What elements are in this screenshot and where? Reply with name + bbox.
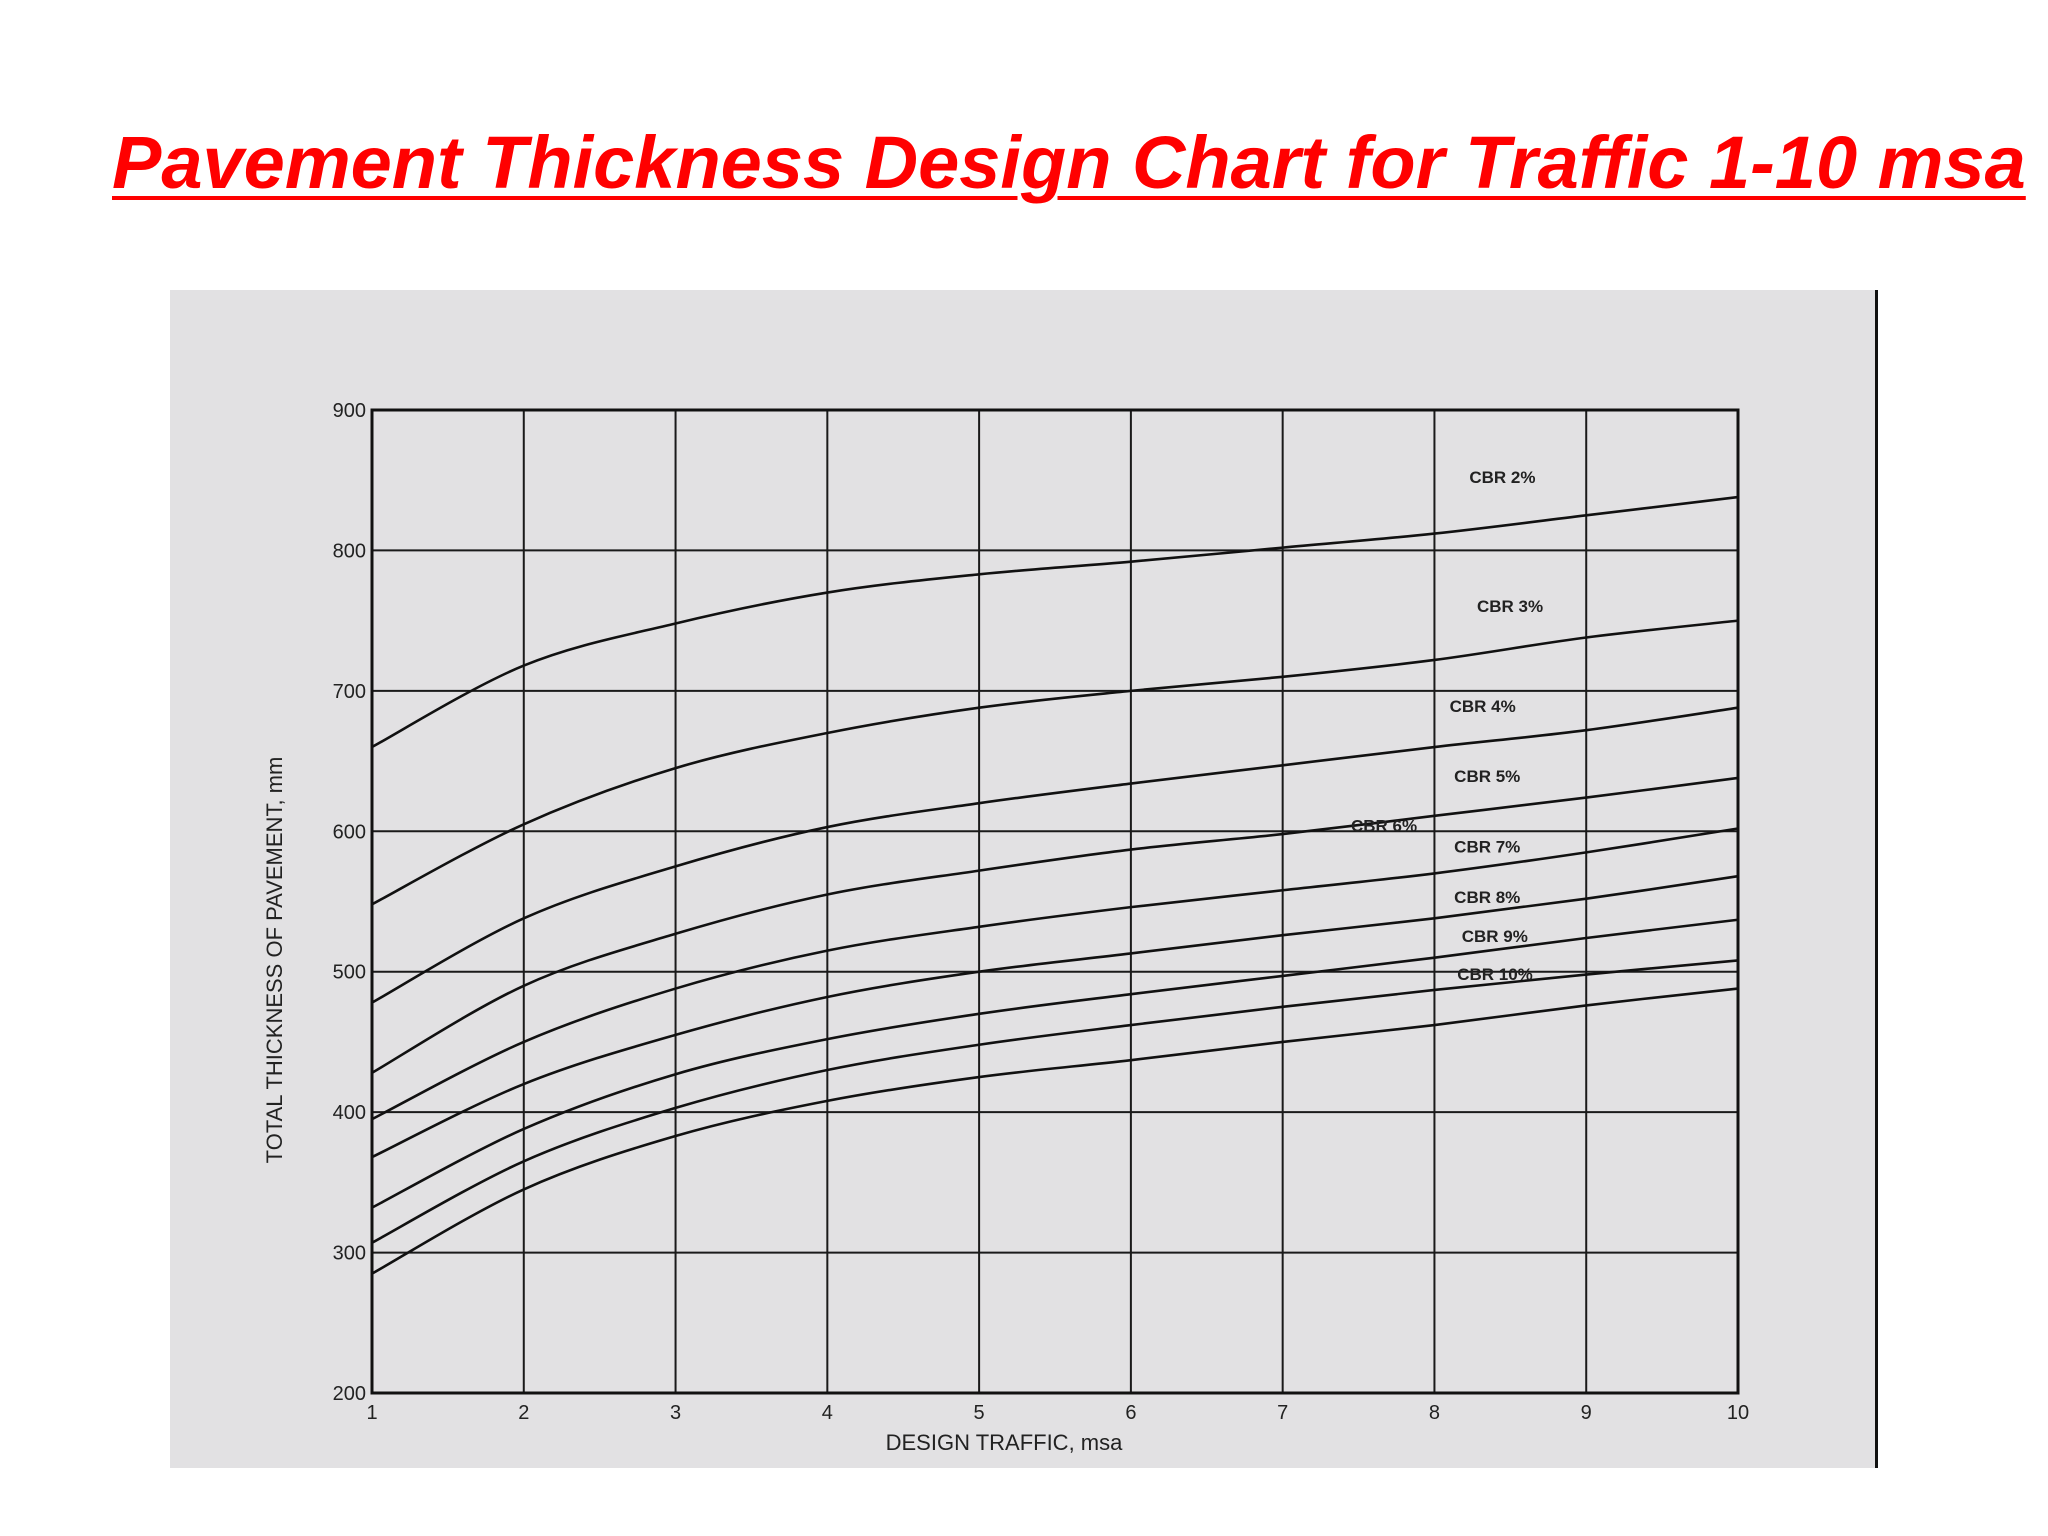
x-tick-label: 5 [974, 1402, 985, 1424]
curve-label: CBR 7% [1454, 837, 1520, 856]
x-tick-label: 2 [518, 1402, 529, 1424]
x-tick-label: 7 [1277, 1402, 1288, 1424]
cbr-curve-9 [371, 959, 1739, 1244]
x-axis-label: DESIGN TRAFFIC, msa [886, 1430, 1123, 1455]
y-tick-label: 500 [333, 962, 366, 984]
chart-panel [170, 290, 1876, 1468]
x-tick-label: 10 [1727, 1402, 1749, 1424]
cbr-curve-7 [371, 874, 1739, 1159]
y-tick-label: 300 [333, 1243, 366, 1265]
x-tick-label: 1 [366, 1402, 377, 1424]
cbr-curve-8 [371, 918, 1739, 1209]
x-tick-label: 3 [670, 1402, 681, 1424]
y-tick-label: 700 [333, 681, 366, 703]
curve-label: CBR 9% [1462, 927, 1528, 946]
cbr-curves [371, 495, 1739, 1275]
curve-label: CBR 6% [1351, 816, 1417, 835]
curve-label: CBR 5% [1454, 767, 1520, 786]
cbr-curve-3 [371, 619, 1739, 906]
x-tick-label: 6 [1125, 1402, 1136, 1424]
grid-lines [370, 408, 1740, 1395]
y-tick-label: 600 [333, 821, 366, 843]
cbr-curve-10 [371, 987, 1739, 1275]
plot-frame [370, 408, 1740, 1395]
cbr-curve-4 [371, 706, 1739, 1004]
cbr-curve-5 [371, 776, 1739, 1074]
x-tick-label: 4 [822, 1402, 833, 1424]
page-title: Pavement Thickness Design Chart for Traf… [112, 121, 2026, 204]
y-tick-label: 400 [333, 1102, 366, 1124]
curve-label: CBR 4% [1450, 697, 1516, 716]
y-tick-label: 900 [333, 400, 366, 422]
tick-labels: 1 2 3 4 5 6 7 8 9 10 200 300 400 500 600 700 800 900 [333, 400, 1750, 1424]
y-tick-label: 200 [333, 1383, 366, 1405]
y-tick-label: 800 [333, 540, 366, 562]
cbr-curve-6 [371, 827, 1739, 1121]
cbr-curve-2 [371, 495, 1739, 749]
x-tick-label: 9 [1581, 1402, 1592, 1424]
panel-right-border [1875, 290, 1878, 1468]
curve-label: CBR 8% [1454, 888, 1520, 907]
curve-label: CBR 10% [1457, 965, 1533, 984]
curve-label: CBR 3% [1477, 597, 1543, 616]
y-axis-label: TOTAL THICKNESS OF PAVEMENT, mm [262, 757, 287, 1164]
x-tick-label: 8 [1429, 1402, 1440, 1424]
curve-label: CBR 2% [1469, 468, 1535, 487]
curve-labels: CBR 2% CBR 3% CBR 4% CBR 5% CBR 6% CBR 7% CBR … [1351, 468, 1543, 984]
